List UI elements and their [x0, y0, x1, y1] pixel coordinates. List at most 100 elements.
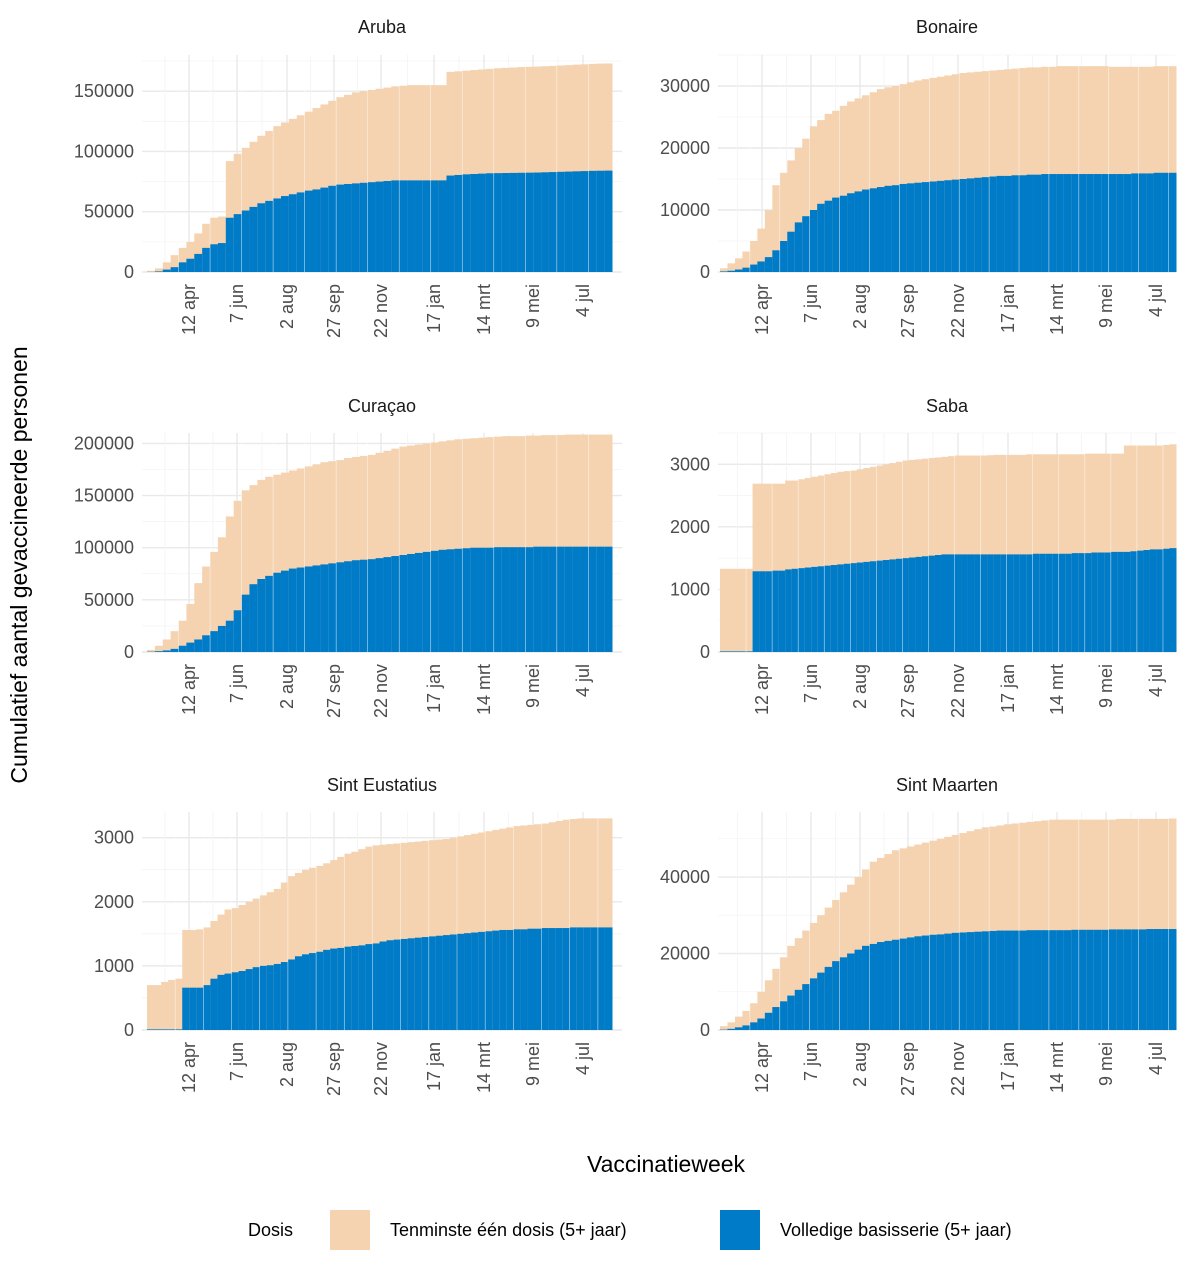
bar-one-dose — [175, 979, 183, 1030]
bar-full-series — [376, 182, 384, 272]
bar-full-series — [556, 928, 564, 1030]
bar-full-series — [935, 555, 942, 652]
bar-full-series — [802, 984, 810, 1030]
x-tick-label: 9 mei — [1096, 664, 1116, 708]
bar-full-series — [234, 610, 242, 652]
x-tick-label: 17 jan — [424, 1042, 444, 1091]
y-tick-label: 3000 — [670, 454, 710, 474]
bar-full-series — [549, 928, 557, 1030]
bar-full-series — [798, 568, 805, 652]
bar-full-series — [952, 180, 960, 272]
bar-full-series — [818, 566, 825, 652]
x-tick-label: 2 aug — [277, 664, 297, 709]
bar-full-series — [1012, 175, 1020, 272]
bar-full-series — [948, 554, 955, 652]
bar-full-series — [171, 267, 179, 272]
bar-full-series — [765, 257, 773, 272]
bar-full-series — [218, 243, 226, 272]
bar-full-series — [1049, 930, 1057, 1030]
x-tick-label: 7 jun — [227, 664, 247, 703]
y-tick-label: 2000 — [670, 517, 710, 537]
bar-full-series — [446, 549, 454, 652]
bar-full-series — [832, 961, 840, 1030]
bar-full-series — [494, 173, 502, 272]
bar-full-series — [929, 935, 937, 1030]
bar-full-series — [742, 268, 750, 272]
bar-full-series — [203, 985, 211, 1030]
x-tick-label: 9 mei — [1096, 284, 1116, 328]
bar-full-series — [795, 222, 803, 272]
x-tick-label: 2 aug — [850, 664, 870, 709]
bar-one-dose — [163, 639, 171, 652]
bar-full-series — [909, 558, 916, 652]
y-axis-title: Cumulatief aantal gevaccineerde personen — [6, 346, 32, 783]
x-tick-label: 12 apr — [179, 664, 199, 715]
bar-full-series — [557, 547, 565, 652]
bar-full-series — [780, 1001, 788, 1030]
bar-full-series — [295, 956, 303, 1030]
bar-full-series — [470, 548, 478, 652]
bar-full-series — [1041, 174, 1049, 272]
bar-full-series — [837, 564, 844, 652]
bar-full-series — [281, 571, 289, 652]
x-tick-label: 7 jun — [801, 1042, 821, 1081]
bar-full-series — [297, 192, 305, 272]
bar-full-series — [1116, 929, 1124, 1030]
bar-full-series — [997, 176, 1005, 272]
x-tick-label: 17 jan — [998, 664, 1018, 713]
bar-full-series — [1091, 553, 1098, 652]
bar-full-series — [847, 954, 855, 1030]
bar-full-series — [987, 554, 994, 652]
bar-full-series — [344, 184, 352, 272]
bar-full-series — [320, 188, 328, 272]
bar-full-series — [1156, 549, 1163, 652]
bar-full-series — [753, 571, 760, 652]
bar-full-series — [735, 270, 743, 272]
bar-full-series — [471, 933, 479, 1030]
bar-full-series — [155, 651, 163, 652]
bar-full-series — [391, 180, 399, 272]
bar-full-series — [1139, 929, 1147, 1030]
bar-full-series — [889, 559, 896, 652]
x-tick-label: 27 sep — [898, 284, 918, 338]
bar-full-series — [1169, 173, 1177, 272]
bar-full-series — [297, 568, 305, 652]
bar-full-series — [1154, 173, 1162, 272]
bar-full-series — [454, 549, 462, 652]
x-tick-label: 14 mrt — [1047, 664, 1067, 715]
bar-full-series — [226, 621, 234, 652]
bar-full-series — [787, 232, 795, 272]
bar-full-series — [1161, 929, 1169, 1030]
bar-full-series — [929, 181, 937, 272]
bar-full-series — [961, 554, 968, 652]
bar-full-series — [429, 936, 437, 1030]
bar-full-series — [309, 953, 317, 1030]
bar-one-dose — [161, 982, 169, 1030]
legend-title: Dosis — [248, 1220, 293, 1240]
bar-full-series — [517, 547, 525, 652]
bar-full-series — [1086, 930, 1094, 1030]
x-tick-label: 12 apr — [752, 284, 772, 335]
bar-full-series — [824, 566, 831, 652]
x-tick-label: 2 aug — [277, 284, 297, 329]
bar-full-series — [598, 927, 606, 1030]
bar-full-series — [855, 950, 863, 1030]
bar-full-series — [486, 548, 494, 652]
bar-full-series — [1161, 173, 1169, 272]
bar-full-series — [1026, 554, 1033, 652]
bar-full-series — [577, 927, 585, 1030]
bar-full-series — [968, 554, 975, 652]
x-tick-label: 4 jul — [1146, 664, 1166, 697]
bar-full-series — [210, 244, 218, 272]
bar-full-series — [1004, 176, 1012, 272]
bar-full-series — [896, 559, 903, 652]
bar-full-series — [596, 547, 604, 652]
bar-full-series — [344, 947, 352, 1030]
bar-full-series — [922, 556, 929, 652]
bar-full-series — [352, 560, 360, 652]
bar-full-series — [305, 566, 313, 652]
bar-full-series — [870, 944, 878, 1030]
